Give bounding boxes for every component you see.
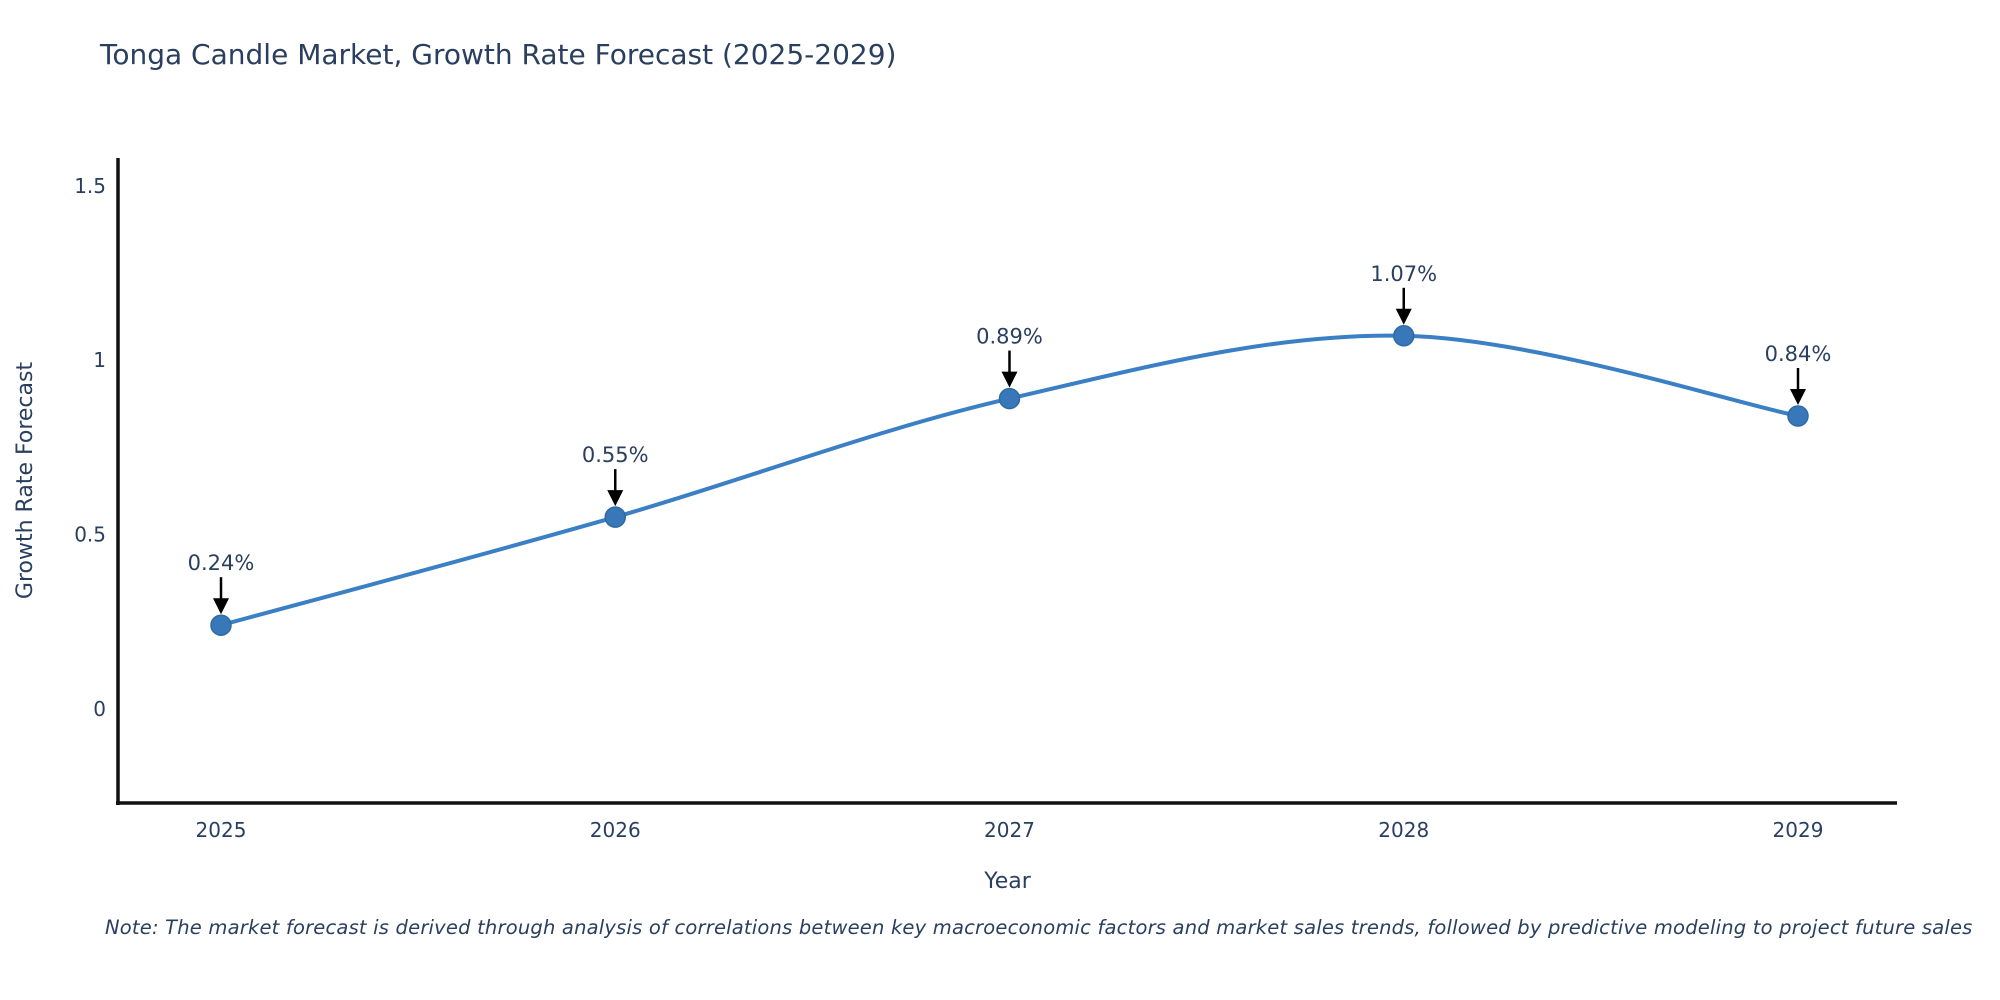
x-tick-label: 2025 — [196, 818, 247, 842]
x-tick-label: 2027 — [984, 818, 1035, 842]
annotation-arrowhead-icon — [213, 598, 229, 615]
data-point[interactable] — [998, 387, 1021, 410]
y-tick-label: 0.5 — [74, 523, 106, 547]
x-axis-title: Year — [983, 869, 1032, 894]
point-label: 0.84% — [1765, 342, 1832, 366]
x-tick-label: 2028 — [1378, 818, 1429, 842]
data-point[interactable] — [1787, 405, 1809, 427]
data-point[interactable] — [210, 614, 232, 636]
y-tick-label: 1.5 — [74, 174, 106, 198]
point-label: 1.07% — [1370, 262, 1437, 286]
x-tick-label: 2026 — [590, 818, 641, 842]
y-tick-label: 0 — [93, 697, 106, 721]
chart-title: Tonga Candle Market, Growth Rate Forecas… — [100, 38, 897, 71]
y-axis-title: Growth Rate Forecast — [13, 362, 38, 600]
x-tick-label: 2029 — [1773, 818, 1824, 842]
data-point[interactable] — [1393, 325, 1415, 347]
data-point[interactable] — [604, 506, 626, 528]
point-label: 0.89% — [976, 325, 1043, 349]
annotation-arrowhead-icon — [1790, 389, 1806, 405]
annotation-arrowhead-icon — [607, 490, 624, 507]
footnote: Note: The market forecast is derived thr… — [105, 916, 1973, 939]
y-tick-label: 1 — [93, 348, 106, 372]
annotation-arrowhead-icon — [1001, 371, 1018, 388]
point-label: 0.55% — [582, 443, 649, 467]
point-label: 0.24% — [188, 551, 255, 575]
annotation-arrowhead-icon — [1395, 308, 1412, 325]
